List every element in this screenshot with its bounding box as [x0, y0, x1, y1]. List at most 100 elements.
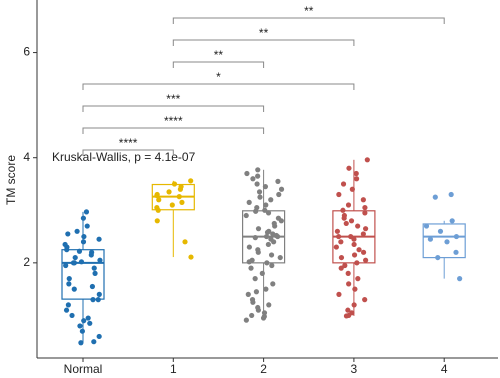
- point: [255, 307, 261, 313]
- point: [336, 233, 342, 240]
- point: [340, 207, 346, 213]
- point: [340, 181, 347, 187]
- point: [169, 202, 175, 208]
- point: [97, 257, 103, 263]
- y-tick-label: 6: [23, 45, 30, 59]
- point: [278, 218, 284, 224]
- point: [250, 176, 256, 182]
- point: [338, 265, 344, 271]
- y-axis-label: TM score: [4, 155, 18, 205]
- point: [355, 276, 361, 282]
- point: [83, 209, 90, 215]
- point: [345, 202, 352, 208]
- point: [156, 197, 162, 203]
- point: [444, 239, 450, 245]
- point: [188, 178, 194, 184]
- point: [336, 191, 342, 198]
- point: [96, 333, 102, 340]
- point: [354, 260, 360, 266]
- point: [353, 176, 360, 182]
- point: [248, 265, 254, 271]
- point: [166, 189, 172, 195]
- bracket: [82, 105, 265, 112]
- point: [255, 226, 262, 232]
- point: [262, 184, 269, 190]
- point: [352, 286, 358, 292]
- point: [177, 186, 184, 192]
- point: [243, 212, 249, 219]
- point: [268, 252, 275, 258]
- point: [179, 199, 185, 205]
- point: [252, 235, 258, 241]
- point: [453, 249, 459, 255]
- y-tick-label: 4: [23, 150, 30, 164]
- significance-label: **: [214, 48, 224, 62]
- bracket: [172, 39, 355, 46]
- point: [80, 215, 86, 221]
- point: [277, 254, 283, 261]
- point: [76, 248, 83, 254]
- point: [176, 194, 182, 200]
- point: [64, 247, 70, 253]
- point: [80, 239, 87, 245]
- x-tick-label: 2: [260, 362, 267, 376]
- bracket: [82, 149, 174, 156]
- point: [360, 249, 367, 255]
- y-tick-label: 2: [23, 255, 30, 269]
- point: [457, 276, 463, 282]
- point: [275, 178, 281, 184]
- point: [266, 302, 272, 308]
- point: [63, 262, 69, 269]
- point: [63, 307, 70, 313]
- point: [92, 270, 98, 276]
- point: [253, 208, 259, 214]
- significance-label: *: [216, 70, 221, 84]
- point: [272, 223, 278, 229]
- point: [91, 339, 97, 345]
- point: [78, 259, 85, 265]
- point: [85, 315, 91, 321]
- point: [432, 194, 438, 200]
- point: [362, 210, 368, 216]
- point: [265, 241, 271, 248]
- point: [155, 207, 161, 213]
- point: [449, 218, 455, 224]
- point: [263, 202, 269, 208]
- point: [353, 170, 359, 177]
- point: [89, 283, 96, 290]
- box: [61, 249, 105, 300]
- point: [262, 207, 268, 213]
- point: [435, 254, 441, 261]
- point: [437, 228, 444, 234]
- point: [244, 170, 250, 177]
- point: [364, 157, 370, 163]
- point: [346, 165, 352, 171]
- point: [65, 302, 71, 308]
- point: [269, 262, 275, 269]
- point: [427, 236, 434, 242]
- point: [343, 220, 349, 227]
- point: [182, 239, 188, 245]
- point: [81, 318, 87, 324]
- point: [188, 254, 194, 260]
- point: [96, 236, 102, 242]
- point: [256, 189, 263, 195]
- point: [363, 226, 369, 232]
- point: [334, 228, 341, 234]
- bracket: [82, 127, 265, 134]
- annotation: Kruskal-Wallis, p = 4.1e-07: [52, 150, 196, 164]
- point: [263, 286, 269, 292]
- point: [278, 186, 285, 192]
- point: [453, 233, 460, 240]
- point: [91, 265, 97, 271]
- point: [255, 173, 261, 179]
- point: [271, 239, 277, 245]
- point: [348, 218, 355, 224]
- point: [268, 197, 274, 203]
- point: [84, 223, 90, 229]
- point: [362, 297, 368, 303]
- point: [74, 228, 80, 234]
- significance-label: ***: [166, 92, 180, 106]
- point: [363, 257, 369, 263]
- point: [250, 299, 256, 305]
